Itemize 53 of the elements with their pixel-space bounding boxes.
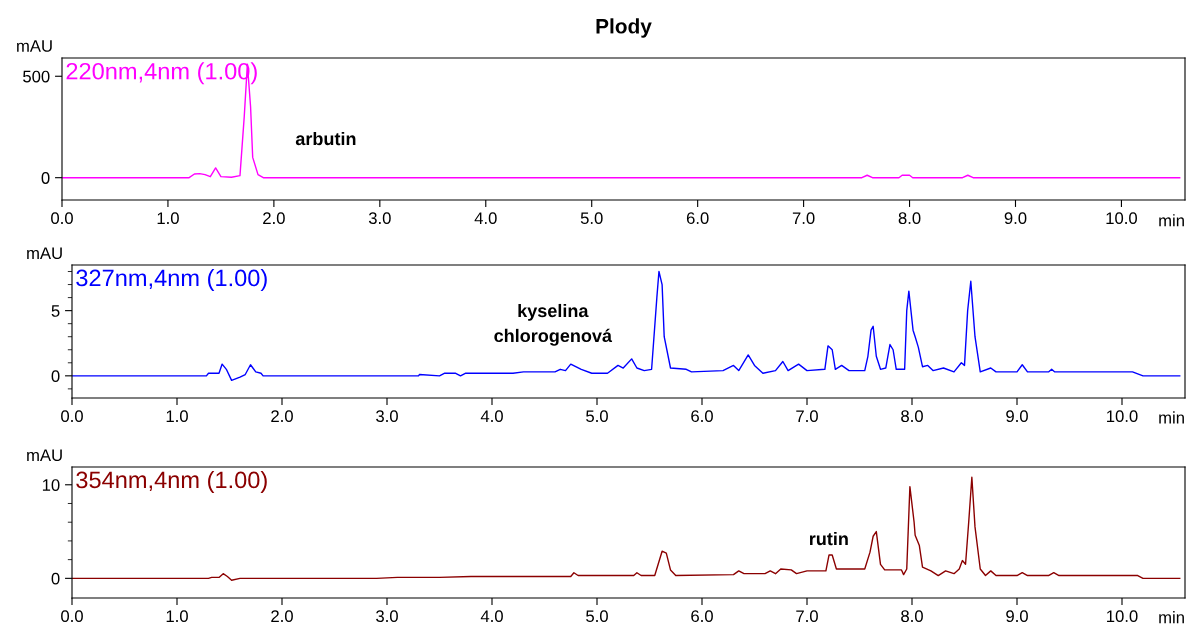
x-tick-label: 9.0 (1006, 610, 1028, 623)
x-tick-label: 8.0 (898, 212, 921, 225)
x-tick-label: 0.0 (61, 410, 83, 423)
x-tick-label: 8.0 (901, 610, 923, 623)
annotation: arbutin (295, 131, 356, 146)
x-tick-label: 2.0 (271, 610, 293, 623)
x-axis-title: min (1159, 411, 1184, 424)
y-axis-title: mAU (27, 247, 62, 260)
line-series (62, 63, 1181, 179)
x-tick-label: 1.0 (166, 410, 188, 423)
x-tick-label: 0.0 (51, 212, 73, 225)
x-tick-label: 2.0 (271, 410, 293, 423)
x-tick-label: 4.0 (474, 212, 497, 225)
x-axis-title: min (1159, 214, 1184, 227)
x-tick-label: 0.0 (61, 610, 83, 623)
y-tick-label: 0 (51, 572, 60, 585)
y-axis-title: mAU (17, 40, 52, 52)
x-tick-label: 2.0 (263, 212, 285, 225)
x-tick-label: 8.0 (901, 410, 923, 423)
y-tick-label: 500 (23, 70, 50, 83)
x-tick-label: 7.0 (796, 610, 818, 623)
annotation: kyselina chlorogenová (494, 303, 613, 346)
x-tick-label: 6.0 (691, 610, 713, 623)
annotation: rutin (809, 531, 848, 546)
y-tick-label: 0 (41, 172, 50, 184)
x-tick-label: 3.0 (376, 610, 398, 623)
x-axis-title: min (1159, 611, 1184, 624)
y-tick-label: 10 (42, 479, 60, 491)
y-axis-title: mAU (27, 449, 62, 462)
x-tick-label: 10.0 (1107, 410, 1138, 423)
x-tick-label: 3.0 (376, 410, 398, 423)
x-tick-label: 10.0 (1106, 212, 1137, 225)
x-tick-label: 6.0 (686, 212, 709, 225)
x-tick-label: 7.0 (796, 410, 818, 423)
line-series (72, 270, 1181, 382)
y-tick-label: 5 (51, 305, 60, 317)
x-tick-label: 9.0 (1004, 212, 1027, 225)
x-tick-label: 10.0 (1107, 610, 1138, 623)
x-tick-label: 4.0 (480, 410, 503, 423)
chart-title: Plody (596, 18, 652, 38)
x-tick-label: 3.0 (368, 212, 391, 225)
y-tick-label: 0 (51, 370, 60, 383)
x-tick-label: 1.0 (166, 610, 188, 623)
x-tick-label: 9.0 (1006, 410, 1028, 423)
x-tick-label: 1.0 (157, 212, 179, 225)
x-tick-label: 6.0 (691, 410, 713, 423)
x-tick-label: 5.0 (586, 610, 608, 623)
x-tick-label: 5.0 (580, 212, 603, 225)
text: 327nm,4nm (1.00) (76, 268, 267, 291)
text: 354nm,4nm (1.00) (76, 470, 267, 493)
x-tick-label: 4.0 (480, 610, 503, 623)
x-tick-label: 7.0 (792, 212, 815, 225)
x-tick-label: 5.0 (586, 410, 608, 423)
